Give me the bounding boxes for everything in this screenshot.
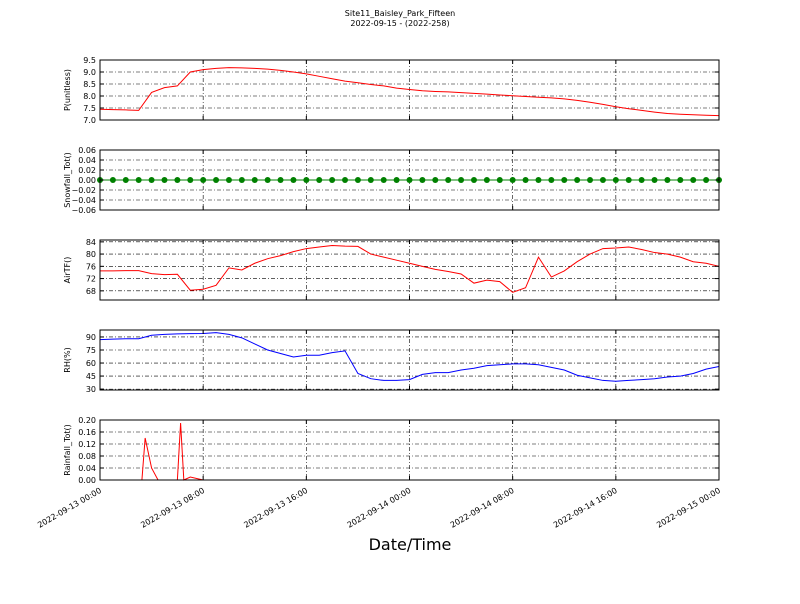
- series-marker: [329, 177, 336, 183]
- series-marker: [174, 177, 181, 183]
- y-tick-label: −0.04: [71, 196, 96, 205]
- y-tick-label: 0.04: [78, 156, 96, 165]
- y-tick-label: 45: [86, 372, 96, 381]
- y-tick-label: 9.0: [83, 68, 96, 77]
- y-tick-label: 8.0: [83, 92, 96, 101]
- series-marker: [225, 177, 232, 183]
- series-marker: [419, 177, 426, 183]
- y-tick-label: −0.06: [71, 206, 96, 215]
- y-tick-label: 90: [86, 333, 96, 342]
- series-marker: [548, 177, 555, 183]
- series-marker: [690, 177, 697, 183]
- y-tick-label: 75: [86, 346, 96, 355]
- series-marker: [483, 177, 490, 183]
- subtitle: 2022-09-15 - (2022-258): [350, 19, 449, 28]
- series-marker: [496, 177, 503, 183]
- y-tick-label: 84: [86, 238, 96, 247]
- series-marker: [574, 177, 581, 183]
- y-tick-label: 76: [86, 262, 96, 271]
- series-marker: [651, 177, 658, 183]
- series-marker: [599, 177, 606, 183]
- series-marker: [393, 177, 400, 183]
- series-marker: [161, 177, 168, 183]
- series-marker: [561, 177, 568, 183]
- series-marker: [703, 177, 710, 183]
- y-tick-label: 0.00: [78, 176, 96, 185]
- series-marker: [354, 177, 361, 183]
- y-tick-label: 60: [86, 359, 96, 368]
- y-tick-label: 0.08: [78, 452, 96, 461]
- series-marker: [238, 177, 245, 183]
- series-marker: [677, 177, 684, 183]
- x-axis-label: Date/Time: [369, 535, 452, 554]
- series-marker: [109, 177, 116, 183]
- series-marker: [470, 177, 477, 183]
- y-tick-label: 9.5: [83, 56, 96, 65]
- y-axis-label: P(unitless): [63, 69, 72, 111]
- series-marker: [535, 177, 542, 183]
- y-tick-label: 0.04: [78, 464, 96, 473]
- series-marker: [625, 177, 632, 183]
- series-marker: [187, 177, 194, 183]
- series-marker: [316, 177, 323, 183]
- series-line: [99, 67, 720, 117]
- series-marker: [122, 177, 129, 183]
- y-axis-label: Rainfall_Tot(): [63, 424, 72, 476]
- y-tick-label: 7.0: [83, 116, 96, 125]
- y-tick-label: 0.16: [78, 428, 96, 437]
- series-marker: [303, 177, 310, 183]
- series-marker: [367, 177, 374, 183]
- y-tick-label: 0.02: [78, 166, 96, 175]
- series-marker: [290, 177, 297, 183]
- series-marker: [445, 177, 452, 183]
- y-axis-label: AirTF(): [63, 257, 72, 284]
- y-tick-label: 0.00: [78, 476, 96, 485]
- series-marker: [458, 177, 465, 183]
- series-marker: [251, 177, 258, 183]
- series-marker: [587, 177, 594, 183]
- series-line: [100, 245, 720, 293]
- series-marker: [277, 177, 284, 183]
- y-tick-label: 80: [86, 250, 96, 259]
- series-marker: [638, 177, 645, 183]
- y-tick-label: 0.06: [78, 146, 96, 155]
- y-tick-label: 8.5: [83, 80, 96, 89]
- series-marker: [612, 177, 619, 183]
- series-marker: [432, 177, 439, 183]
- y-tick-label: 68: [86, 287, 96, 296]
- series-marker: [522, 177, 529, 183]
- series-marker: [406, 177, 413, 183]
- series-marker: [664, 177, 671, 183]
- y-tick-label: 7.5: [83, 104, 96, 113]
- y-axis-label: RH(%): [63, 347, 72, 372]
- series-marker: [380, 177, 387, 183]
- series-marker: [213, 177, 220, 183]
- series-marker: [135, 177, 142, 183]
- y-tick-label: 30: [86, 385, 96, 394]
- series-marker: [264, 177, 271, 183]
- y-tick-label: 0.20: [78, 416, 96, 425]
- series-marker: [200, 177, 207, 183]
- series-marker: [342, 177, 349, 183]
- y-tick-label: 72: [86, 275, 96, 284]
- y-tick-label: 0.12: [78, 440, 96, 449]
- y-tick-label: −0.02: [71, 186, 96, 195]
- y-axis-label: Snowfall_Tot(): [63, 152, 72, 208]
- series-marker: [509, 177, 516, 183]
- series-marker: [148, 177, 155, 183]
- title: Site11_Baisley_Park_Fifteen: [345, 9, 455, 18]
